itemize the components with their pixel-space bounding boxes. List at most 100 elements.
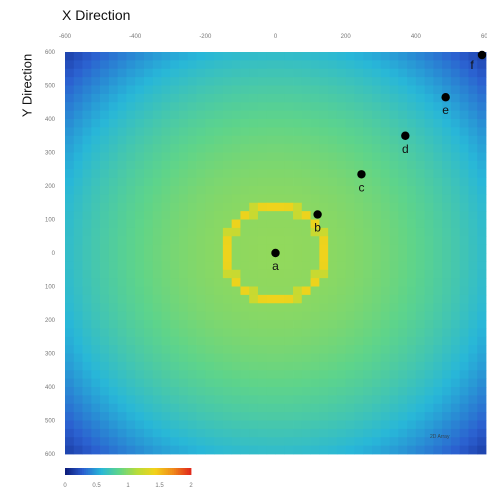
heatmap-cell (196, 395, 206, 405)
colorbar-segment (86, 468, 89, 475)
heatmap-cell (205, 286, 215, 296)
heatmap-cell (459, 328, 469, 338)
heatmap-cell (310, 244, 320, 254)
heatmap-cell (257, 177, 268, 187)
heatmap-cell (231, 211, 241, 220)
heatmap-cell (161, 437, 171, 447)
heatmap-cell (354, 412, 364, 421)
heatmap-cell (468, 294, 478, 304)
heatmap-cell (91, 320, 101, 329)
heatmap-cell (275, 303, 285, 313)
heatmap-cell (161, 152, 171, 162)
heatmap-cell (424, 412, 434, 421)
heatmap-cell (328, 420, 338, 430)
heatmap-cell (100, 227, 110, 237)
heatmap-cell (415, 177, 425, 187)
heatmap-cell (214, 387, 224, 396)
heatmap-cell (231, 387, 241, 396)
heatmap-cell (117, 119, 127, 128)
heatmap-cell (450, 269, 461, 279)
heatmap-cell (407, 437, 417, 447)
heatmap-cell (477, 194, 487, 204)
heatmap-cell (73, 303, 83, 313)
heatmap-cell (91, 93, 101, 103)
heatmap-cell (143, 85, 154, 95)
heatmap-cell (82, 412, 92, 421)
heatmap-cell (231, 420, 241, 430)
heatmap-cell (91, 253, 101, 262)
heatmap-cell (231, 336, 241, 346)
heatmap-cell (240, 144, 250, 153)
heatmap-cell (143, 144, 154, 153)
heatmap-cell (143, 227, 154, 237)
heatmap-cell (187, 253, 197, 262)
heatmap-cell (301, 420, 311, 430)
heatmap-cell (143, 412, 154, 421)
heatmap-cell (196, 152, 206, 162)
heatmap-cell (65, 160, 75, 170)
heatmap-cell (389, 177, 399, 187)
heatmap-cell (336, 177, 347, 187)
heatmap-cell (257, 420, 268, 430)
heatmap-cell (179, 186, 189, 195)
heatmap-cell (135, 77, 145, 86)
heatmap-cell (275, 345, 285, 354)
heatmap-cell (65, 127, 75, 137)
heatmap-cell (336, 437, 347, 447)
heatmap-cell (91, 328, 101, 338)
heatmap-cell (179, 420, 189, 430)
heatmap-cells (65, 52, 487, 455)
heatmap-cell (380, 253, 390, 262)
heatmap-cell (433, 278, 443, 287)
heatmap-cell (170, 387, 180, 396)
heatmap-cell (231, 294, 241, 304)
heatmap-cell (301, 227, 311, 237)
heatmap-cell (100, 52, 110, 61)
heatmap-cell (170, 85, 180, 95)
heatmap-cell (222, 328, 233, 338)
heatmap-cell (222, 269, 233, 279)
heatmap-cell (179, 169, 189, 179)
heatmap-cell (205, 77, 215, 86)
heatmap-cell (170, 169, 180, 179)
heatmap-cell (477, 345, 487, 354)
heatmap-cell (371, 244, 382, 254)
heatmap-cell (257, 328, 268, 338)
heatmap-cell (126, 294, 136, 304)
heatmap-cell (336, 68, 347, 78)
heatmap-cell (205, 186, 215, 195)
x-axis-title: X Direction (62, 7, 131, 23)
heatmap-cell (249, 202, 259, 212)
heatmap-cell (424, 77, 434, 86)
heatmap-cell (205, 244, 215, 254)
heatmap-cell (310, 52, 320, 61)
heatmap-cell (231, 144, 241, 153)
heatmap-cell (468, 110, 478, 120)
heatmap-cell (301, 261, 311, 271)
heatmap-cell (450, 127, 461, 137)
heatmap-cell (328, 186, 338, 195)
heatmap-cell (187, 68, 197, 78)
colorbar-segment (180, 468, 183, 475)
heatmap-cell (363, 253, 373, 262)
heatmap-cell (371, 286, 382, 296)
heatmap-cell (214, 378, 224, 388)
heatmap-cell (143, 278, 154, 287)
heatmap-cell (301, 93, 311, 103)
heatmap-cell (275, 445, 285, 455)
heatmap-cell (284, 378, 294, 388)
heatmap-cell (275, 361, 285, 371)
heatmap-cell (398, 144, 408, 153)
heatmap-cell (152, 236, 162, 246)
heatmap-cell (354, 177, 364, 187)
heatmap-cell (100, 336, 110, 346)
heatmap-cell (336, 395, 347, 405)
heatmap-cell (117, 370, 127, 380)
heatmap-cell (415, 303, 425, 313)
heatmap-cell (257, 77, 268, 86)
heatmap-cell (170, 412, 180, 421)
heatmap-cell (257, 445, 268, 455)
heatmap-cell (179, 68, 189, 78)
colorbar-segment (102, 468, 106, 475)
heatmap-cell (354, 77, 364, 86)
